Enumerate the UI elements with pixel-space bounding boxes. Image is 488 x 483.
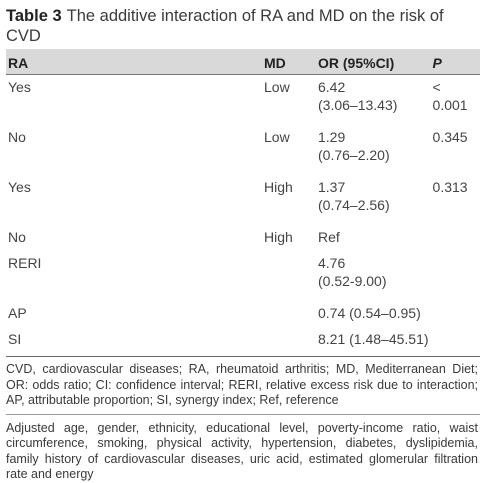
cell-or: 0.74 (0.54–0.95) [318, 305, 421, 321]
table-caption: Table 3 The additive interaction of RA an… [6, 6, 480, 46]
cell-md: Low [264, 129, 290, 145]
or-value: 1.29 [318, 129, 346, 145]
cell-or: 1.29 (0.76–2.20) [316, 125, 431, 175]
cell-md: High [264, 179, 293, 195]
table-row: Yes High 1.37 (0.74–2.56) 0.313 [6, 175, 480, 225]
cell-ra: SI [6, 327, 262, 357]
or-ci: (0.74–2.56) [318, 197, 390, 213]
header-or: OR (95%CI) [316, 49, 431, 75]
or-value: Ref [318, 229, 340, 245]
cell-p [430, 327, 480, 357]
cell-p [431, 225, 480, 251]
table-row: RERI 4.76 (0.52-9.00) [6, 251, 480, 301]
cell-p: 0.313 [432, 179, 468, 195]
table-row: No Low 1.29 (0.76–2.20) 0.345 [6, 125, 480, 175]
table-title: The additive interaction of RA and MD on… [6, 7, 444, 45]
cell-or: Ref [316, 225, 431, 251]
cell-p: 0.345 [432, 129, 468, 145]
or-value: 6.42 [318, 79, 346, 95]
header-md: MD [262, 49, 316, 75]
cell-p [431, 301, 480, 327]
document-page: Table 3 The additive interaction of RA an… [6, 6, 480, 481]
header-ra: RA [6, 49, 262, 75]
footnote-abbreviations: CVD, cardiovascular diseases; RA, rheuma… [6, 362, 480, 415]
or-value: 1.37 [318, 179, 346, 195]
cell-md: High [264, 229, 293, 245]
cell-p: < 0.001 [432, 79, 468, 113]
or-ci: (3.06–13.43) [318, 97, 398, 113]
cell-ra: RERI [8, 255, 42, 271]
cell-or: 6.42 (3.06–13.43) [316, 75, 431, 126]
table-number: Table 3 [6, 7, 62, 25]
or-value: 4.76 [318, 255, 346, 271]
footnote-adjustment: Adjusted age, gender, ethnicity, educati… [6, 420, 478, 482]
cell-or: 4.76 (0.52-9.00) [316, 251, 431, 301]
table-header-row: RA MD OR (95%CI) P [6, 49, 480, 75]
cell-ra: Yes [8, 179, 31, 195]
or-ci: (0.52-9.00) [318, 273, 387, 289]
cell-ra: No [8, 129, 26, 145]
cell-md: Low [264, 79, 290, 95]
cell-or: 8.21 (1.48–45.51) [316, 327, 431, 357]
cell-ra: No [8, 229, 26, 245]
table-row: Yes Low 6.42 (3.06–13.43) < 0.001 [6, 75, 480, 126]
results-table: RA MD OR (95%CI) P Yes Low 6.42 (3.06–13.… [6, 49, 480, 357]
cell-md [262, 327, 316, 357]
cell-or: 1.37 (0.74–2.56) [316, 175, 431, 225]
cell-p [431, 251, 480, 301]
header-p: P [430, 49, 480, 75]
cell-ra: Yes [8, 79, 31, 95]
or-ci: (0.76–2.20) [318, 147, 390, 163]
cell-ra: AP [8, 305, 27, 321]
table-row: SI 8.21 (1.48–45.51) [6, 327, 480, 357]
cell-md [262, 301, 316, 327]
cell-md [262, 251, 316, 301]
table-row: AP 0.74 (0.54–0.95) [6, 301, 480, 327]
table-row: No High Ref [6, 225, 480, 251]
